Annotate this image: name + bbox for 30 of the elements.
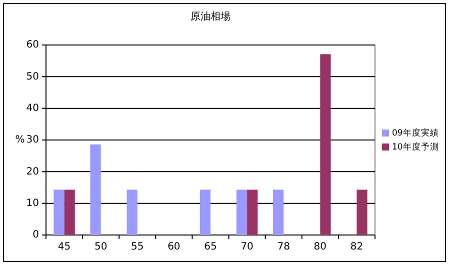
y-tick-label: 0 <box>32 230 39 241</box>
x-tick-label: 70 <box>240 242 254 253</box>
bar <box>236 190 248 235</box>
x-tick-label: 55 <box>131 242 144 253</box>
legend-label: 10年度予測 <box>392 141 439 152</box>
x-tick-label: 82 <box>350 242 364 253</box>
x-tick-label: 45 <box>58 242 71 253</box>
bar <box>247 190 258 235</box>
legend-label: 09年度実績 <box>392 127 439 138</box>
y-tick-label: 30 <box>26 134 39 146</box>
bar <box>273 190 284 235</box>
y-tick-label: 20 <box>26 166 39 178</box>
bar <box>200 190 210 235</box>
y-tick-label: 40 <box>26 103 39 114</box>
bar <box>356 190 368 235</box>
bar <box>320 54 331 235</box>
bar <box>90 144 101 235</box>
y-tick-label: 60 <box>26 40 39 51</box>
x-tick-label: 80 <box>314 242 327 253</box>
y-axis-title: % <box>15 134 25 146</box>
bar <box>126 190 138 235</box>
bar <box>54 190 64 235</box>
bar <box>64 190 75 235</box>
x-tick-label: 78 <box>277 242 290 253</box>
y-tick-label: 50 <box>26 71 39 82</box>
x-tick-label: 65 <box>204 242 217 253</box>
chart-title: 原油相場 <box>190 10 230 23</box>
x-tick-label: 50 <box>94 242 108 253</box>
x-tick-label: 60 <box>168 242 180 253</box>
y-tick-label: 10 <box>26 198 39 210</box>
